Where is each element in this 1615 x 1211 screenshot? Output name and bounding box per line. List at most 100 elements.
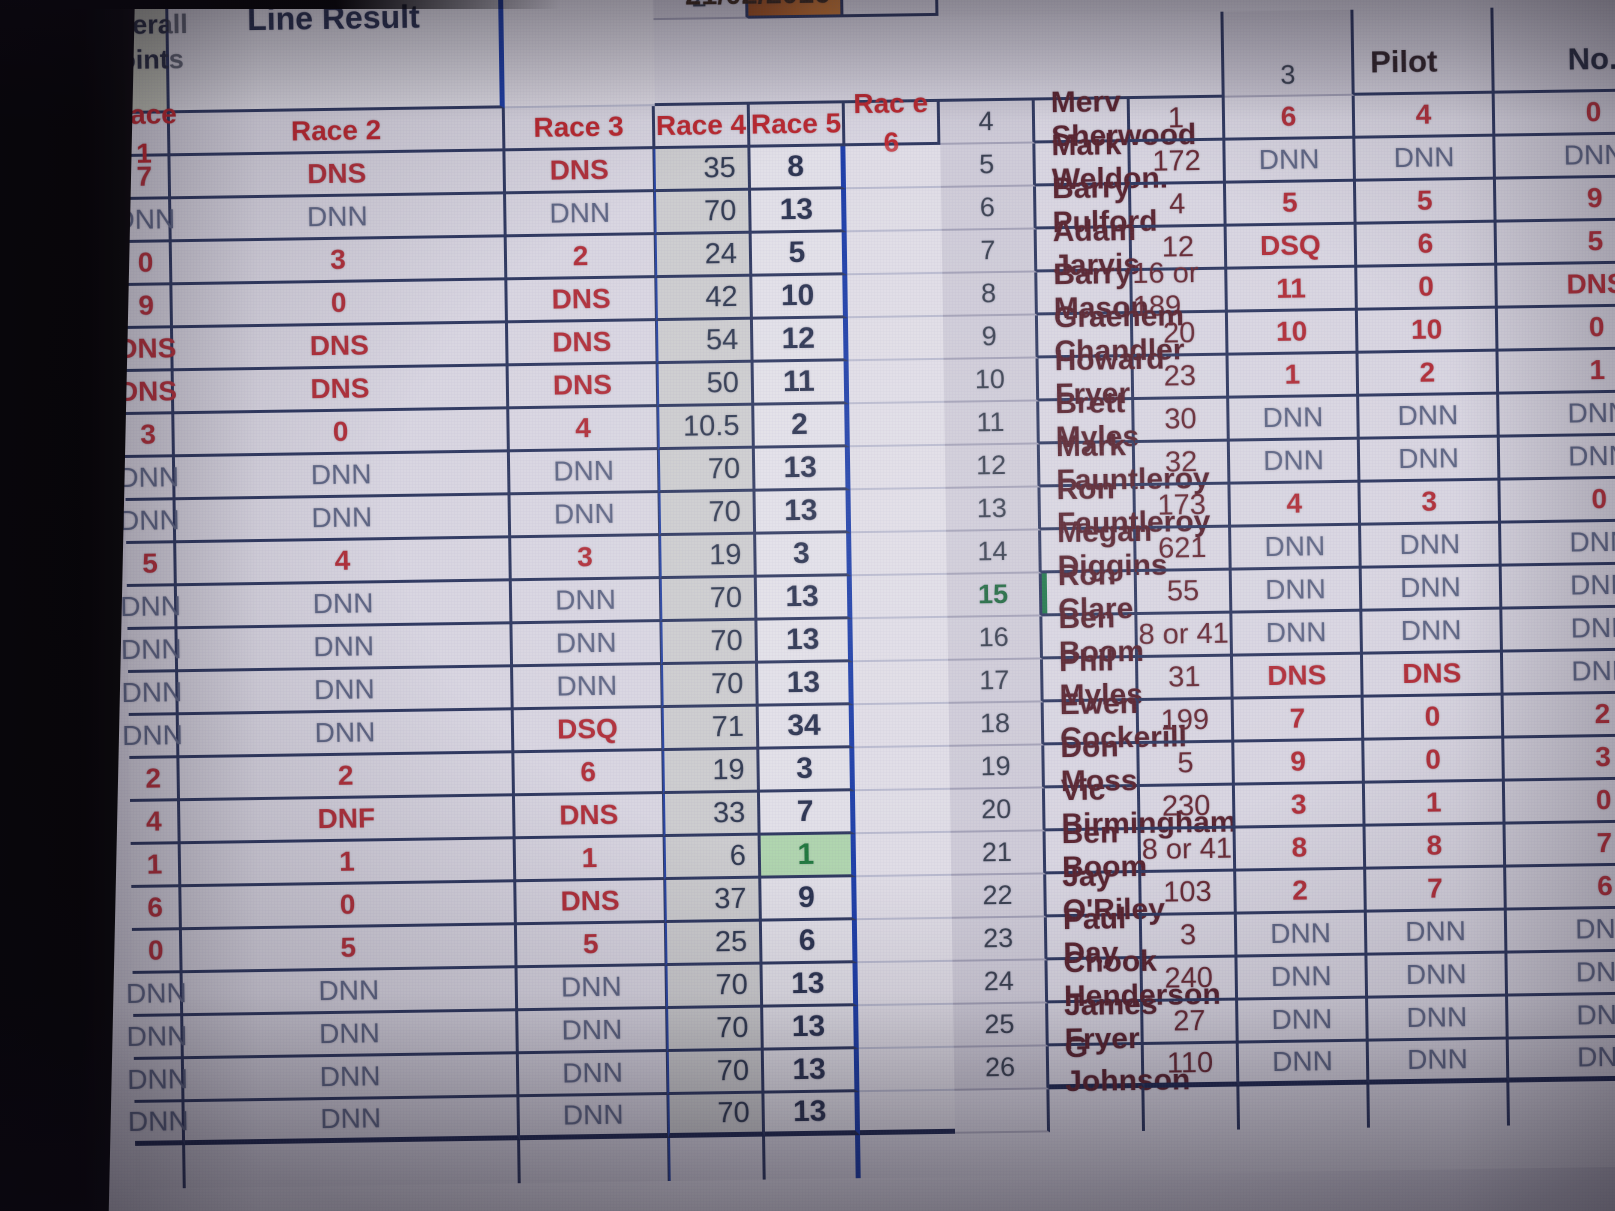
empty-column-cell[interactable] <box>855 832 952 878</box>
pilot-no-cell[interactable]: 8 or 41 <box>1137 613 1233 658</box>
race-6-cell[interactable]: DNN <box>509 450 661 496</box>
line-result-cell[interactable]: 13 <box>763 1006 859 1051</box>
race-3-cell[interactable]: 1 <box>1498 348 1615 395</box>
race-5-cell[interactable]: DNS <box>170 151 507 200</box>
race-2-cell[interactable]: 1 <box>1364 781 1506 827</box>
row-number[interactable]: 26 <box>953 1046 1050 1091</box>
overall-points-cell[interactable]: 70 <box>661 663 759 709</box>
row-number[interactable]: 25 <box>953 1003 1049 1048</box>
column-header-pilot[interactable]: Pilot <box>1353 7 1495 96</box>
column-header-line-result[interactable]: Line Result <box>167 0 505 114</box>
race-1-cell[interactable]: 1 <box>1228 353 1360 399</box>
race-1-cell[interactable]: 6 <box>1224 95 1356 141</box>
race-5-cell[interactable]: 3 <box>171 237 508 286</box>
race-6-cell[interactable]: DNN <box>518 1051 670 1098</box>
race-3-cell[interactable]: 5 <box>1496 219 1615 266</box>
race-1-cell[interactable]: DNN <box>1231 568 1363 614</box>
row-number[interactable]: 12 <box>944 444 1041 489</box>
race-6-cell[interactable]: DNN <box>517 965 669 1012</box>
empty-column-cell[interactable] <box>856 875 952 921</box>
race-4-cell[interactable]: DNN <box>122 715 183 759</box>
race-3-cell[interactable] <box>1509 1079 1615 1126</box>
race-4-cell[interactable]: DNN <box>127 1059 188 1103</box>
race-2-cell[interactable]: DNN <box>1361 566 1503 612</box>
empty-column-cell[interactable] <box>846 187 942 233</box>
race-4-cell[interactable]: 5 <box>126 543 177 587</box>
empty-column-cell[interactable] <box>853 660 949 706</box>
race-4-cell[interactable]: DNN <box>126 1016 188 1060</box>
race-4-cell[interactable]: DNN <box>119 500 180 544</box>
race-1-cell[interactable]: DNN <box>1231 525 1362 571</box>
empty-column-cell[interactable] <box>847 316 944 362</box>
empty-column-cell[interactable] <box>854 746 950 792</box>
race-2-cell[interactable]: DNN <box>1359 437 1501 483</box>
race-1-cell[interactable]: 7 <box>1233 697 1365 743</box>
line-result-cell[interactable]: 2 <box>754 404 850 449</box>
race-6-cell[interactable]: DNS <box>505 149 657 195</box>
overall-points-cell[interactable]: 25 <box>664 921 763 967</box>
race-4-cell[interactable]: DNS <box>117 328 177 373</box>
race-4-cell[interactable]: 4 <box>130 801 181 845</box>
overall-points-cell[interactable]: 19 <box>659 534 757 580</box>
row-number[interactable]: 7 <box>941 229 1038 274</box>
empty-column-cell[interactable] <box>847 273 943 319</box>
race-6-cell[interactable]: DNN <box>510 493 662 539</box>
race-3-cell[interactable]: 7 <box>1505 821 1615 868</box>
line-result-cell[interactable]: 1 <box>760 834 857 879</box>
race-2-cell[interactable]: DNN <box>1368 996 1509 1042</box>
race-2-cell[interactable] <box>1369 1082 1510 1128</box>
race-5-cell[interactable]: DNN <box>182 968 519 1017</box>
race-1-cell[interactable]: 4 <box>1230 482 1362 528</box>
overall-points-cell[interactable]: 70 <box>657 448 756 494</box>
empty-column-cell[interactable] <box>849 445 946 491</box>
race-1-cell[interactable] <box>1239 1084 1370 1130</box>
overall-points-cell[interactable]: 70 <box>667 1093 766 1139</box>
race-4-cell[interactable]: DNS <box>118 371 177 415</box>
race-6-cell[interactable]: DNS <box>516 880 667 926</box>
empty-column-cell[interactable] <box>858 1004 954 1050</box>
race-1-cell[interactable]: DNN <box>1238 998 1369 1044</box>
race-3-cell[interactable]: 0 <box>1494 90 1615 137</box>
race-3-cell[interactable]: 0 <box>1500 477 1615 524</box>
row-number[interactable]: 19 <box>949 745 1045 790</box>
race-6-cell[interactable]: 4 <box>509 407 660 453</box>
overall-points-cell[interactable] <box>668 1136 766 1182</box>
race-5-cell[interactable]: DNN <box>184 1097 521 1146</box>
pilot-no-cell[interactable]: 199 <box>1138 699 1235 744</box>
row-number[interactable]: 10 <box>943 358 1040 403</box>
empty-column-cell[interactable] <box>846 230 943 276</box>
overall-points-cell[interactable]: 70 <box>666 1050 765 1096</box>
row-number[interactable]: 5 <box>940 143 1036 188</box>
race-4-cell[interactable]: 6 <box>131 887 182 931</box>
row-number[interactable]: 6 <box>941 186 1037 231</box>
race-1-cell[interactable]: DNN <box>1238 1041 1370 1087</box>
race-2-cell[interactable]: 5 <box>1355 179 1497 225</box>
row-number[interactable]: 13 <box>945 487 1042 532</box>
race-6-cell[interactable]: DNN <box>519 1094 671 1141</box>
race-2-cell[interactable]: DNN <box>1367 953 1509 999</box>
overall-points-cell[interactable]: 54 <box>655 319 754 365</box>
race-6-cell[interactable]: DNN <box>512 622 664 668</box>
line-result-cell[interactable]: 34 <box>758 705 855 750</box>
row-number[interactable]: 15 <box>946 573 1043 618</box>
race-5-cell[interactable]: DNN <box>176 581 513 630</box>
race-4-cell[interactable]: DNN <box>128 1102 189 1146</box>
overall-points-cell[interactable]: 6 <box>663 835 762 881</box>
row-header-3[interactable]: 3 <box>1223 9 1355 98</box>
race-5-cell[interactable]: DNN <box>178 667 514 716</box>
race-6-cell[interactable]: DNS <box>514 794 666 840</box>
race-1-cell[interactable]: DNN <box>1229 439 1361 485</box>
race-2-cell[interactable]: 0 <box>1363 695 1505 741</box>
overall-points-cell[interactable]: 70 <box>658 491 757 537</box>
line-result-cell[interactable]: 13 <box>751 189 847 234</box>
race-5-cell[interactable]: DNN <box>171 194 507 243</box>
race-2-cell[interactable]: 6 <box>1356 222 1498 268</box>
race-4-cell[interactable]: 0 <box>131 930 183 974</box>
pilot-cell[interactable]: G Johnson <box>1048 1031 1191 1098</box>
race-6-cell[interactable]: DNS <box>507 278 658 324</box>
race-2-cell[interactable]: 10 <box>1357 308 1499 354</box>
race-3-cell[interactable]: DNS <box>1497 262 1615 309</box>
overall-points-cell[interactable]: 33 <box>662 792 761 838</box>
empty-column-cell[interactable] <box>853 703 950 749</box>
race-3-cell[interactable]: DNN <box>1508 1036 1615 1083</box>
